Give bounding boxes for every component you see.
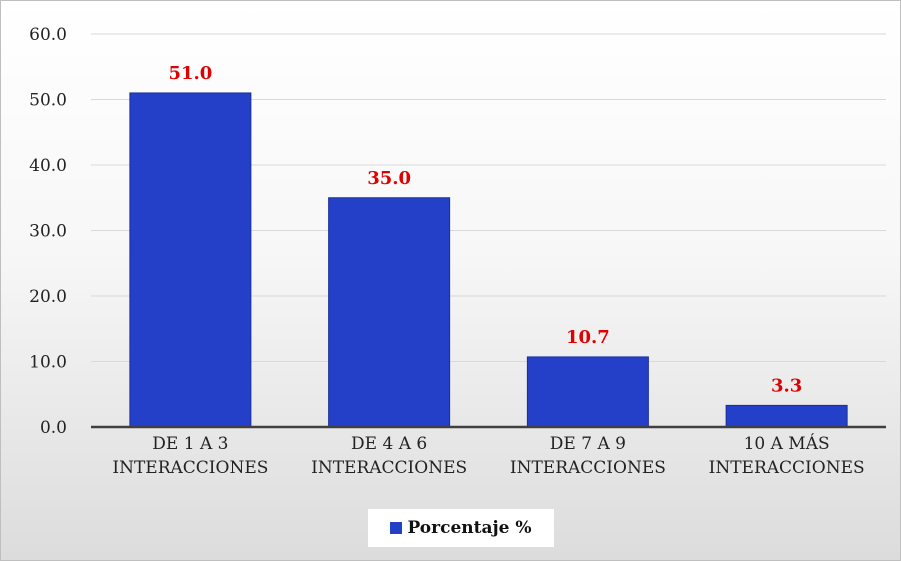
- y-tick-label: 0.0: [40, 418, 67, 438]
- x-tick-label: DE 7 A 9: [550, 434, 626, 454]
- y-tick-label: 20.0: [29, 287, 67, 307]
- bar: [328, 197, 451, 428]
- x-tick-label: INTERACCIONES: [510, 458, 666, 478]
- x-tick-label: 10 A MÁS: [744, 433, 830, 454]
- bar: [129, 92, 252, 428]
- y-tick-label: 40.0: [29, 156, 67, 176]
- data-label: 10.7: [566, 327, 610, 348]
- legend-label: Porcentaje %: [407, 518, 532, 538]
- legend: Porcentaje %: [368, 509, 554, 547]
- x-tick-label: INTERACCIONES: [709, 458, 865, 478]
- y-tick-label: 60.0: [29, 25, 67, 45]
- x-tick-label: DE 1 A 3: [152, 434, 228, 454]
- data-label: 3.3: [771, 375, 802, 396]
- bar: [725, 404, 848, 428]
- y-tick-label: 30.0: [29, 222, 67, 242]
- data-label: 35.0: [367, 168, 411, 189]
- y-tick-label: 10.0: [29, 353, 67, 373]
- x-tick-label: INTERACCIONES: [112, 458, 268, 478]
- bar: [526, 356, 649, 428]
- data-label: 51.0: [168, 63, 212, 84]
- x-tick-label: INTERACCIONES: [311, 458, 467, 478]
- y-tick-label: 50.0: [29, 91, 67, 111]
- legend-swatch: [390, 522, 403, 534]
- x-tick-label: DE 4 A 6: [351, 434, 427, 454]
